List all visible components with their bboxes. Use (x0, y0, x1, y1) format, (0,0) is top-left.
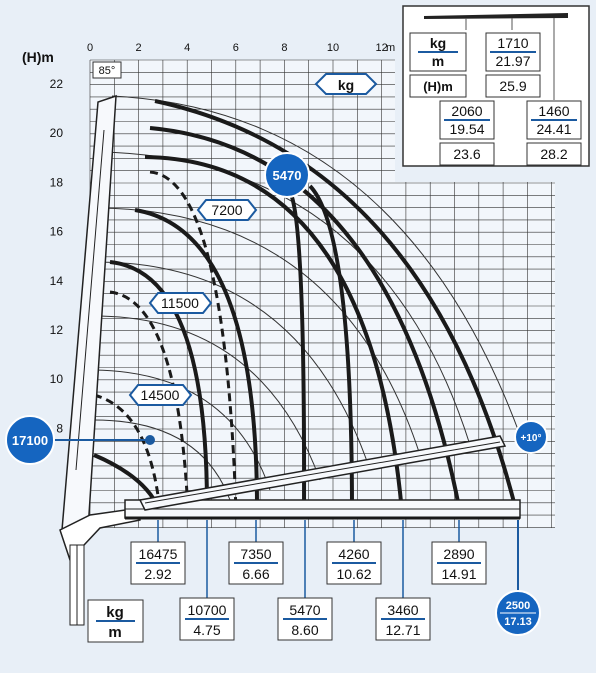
inset-kg: kg (430, 35, 446, 51)
crane-boom (59, 94, 141, 626)
badge-5470-text: 5470 (273, 168, 302, 183)
load-box: 2890 14.91 (431, 541, 487, 585)
inset-top-height: 25.9 (499, 78, 526, 94)
load-curves (93, 99, 520, 519)
y-axis-unit: (H)m (22, 49, 54, 65)
reach-value: 10.62 (336, 566, 371, 582)
load-box: 4260 10.62 (326, 541, 382, 585)
y-tick-label: 12 (50, 323, 64, 337)
inset-m: m (432, 53, 444, 69)
inset-panel: kg m (H)m 1710 21.97 25.9 2060 19.54 23.… (402, 5, 590, 167)
x-tick-label: 2 (136, 42, 142, 54)
load-value: 4260 (338, 546, 369, 562)
y-tick-label: 8 (56, 421, 63, 435)
inset-top-reach: 21.97 (495, 53, 530, 69)
y-tick-label: 16 (50, 225, 64, 239)
inset-h: (H)m (423, 79, 453, 94)
badge-17100 (5, 415, 55, 465)
inset-right-reach: 24.41 (536, 121, 571, 137)
y-tick-label: 18 (50, 175, 64, 189)
inset-boom-icon (424, 13, 568, 19)
x-tick-label: 6 (233, 42, 239, 54)
label-7200: 7200 (196, 199, 258, 221)
inset-right-load: 1460 (538, 103, 569, 119)
kg-unit-text: kg (338, 77, 354, 93)
inset-left-load: 2060 (451, 103, 482, 119)
curve-5470 (288, 191, 307, 513)
inset-top-load: 1710 (497, 35, 528, 51)
y-tick-label: 22 (50, 77, 64, 91)
x-tick-label: 12 (375, 42, 387, 54)
inset-left-reach: 19.54 (449, 121, 484, 137)
x-tick-label: 8 (281, 42, 287, 54)
load-value: 16475 (139, 546, 178, 562)
load-value: 5470 (289, 602, 320, 618)
dashed-curves (93, 170, 238, 513)
badge-plus10 (514, 420, 548, 454)
bottom-load-boxes: 16475 2.92 10700 4.75 7350 6.66 5470 8.60 4260 10… (130, 541, 487, 641)
badge-2500-reach: 17.13 (504, 616, 532, 628)
curve-7350 (134, 208, 260, 513)
point-17100 (145, 435, 155, 445)
legend-kg: kg (106, 604, 124, 621)
reach-value: 14.91 (441, 566, 476, 582)
badge-2500-load: 2500 (506, 600, 530, 612)
curve-2500 (154, 99, 520, 519)
label-11500-text: 11500 (161, 295, 199, 311)
load-value: 2890 (443, 546, 474, 562)
curve-10700 (109, 260, 210, 513)
x-tick-label: 0 (87, 42, 93, 54)
inset-right-height: 28.2 (540, 146, 567, 162)
curve-3460 (144, 155, 404, 513)
legend-kg-m: kg m (87, 599, 144, 643)
label-11500: 11500 (148, 292, 213, 314)
badge-17100-text: 17100 (12, 433, 48, 448)
label-7200-text: 7200 (211, 202, 242, 218)
y-tick-label: 14 (50, 274, 64, 288)
legend-m: m (108, 624, 121, 641)
reach-value: 8.60 (291, 622, 318, 638)
label-14500-text: 14500 (141, 387, 180, 403)
load-box: 3460 12.71 (375, 597, 431, 641)
inset-left-height: 23.6 (453, 146, 480, 162)
dashed-14500 (93, 393, 162, 513)
reach-value: 6.66 (242, 566, 269, 582)
load-box: 10700 4.75 (179, 597, 235, 641)
x-tick-label: 4 (184, 42, 190, 54)
load-value: 10700 (188, 602, 227, 618)
angle-label: 85° (99, 65, 116, 77)
x-ticks: 0 2 4 6 8 10 12 (87, 42, 388, 54)
curve-4260 (308, 184, 354, 513)
badge-5470 (264, 152, 310, 198)
x-axis-unit: m (386, 42, 395, 54)
bottom-leaders (157, 520, 460, 598)
load-value: 3460 (387, 602, 418, 618)
kg-unit-badge: kg (314, 73, 378, 95)
reach-value: 12.71 (385, 622, 420, 638)
y-ticks: 8 10 12 14 16 18 20 22 (50, 77, 64, 435)
curve-2890 (149, 126, 462, 513)
y-tick-label: 10 (50, 372, 64, 386)
dashed-11500 (109, 290, 190, 513)
load-value: 7350 (240, 546, 271, 562)
x-tick-label: 10 (327, 42, 339, 54)
reach-value: 2.92 (144, 566, 171, 582)
dashed-7200 (149, 170, 238, 513)
extended-boom (124, 435, 521, 519)
reach-value: 4.75 (193, 622, 220, 638)
load-box: 7350 6.66 (228, 541, 284, 585)
label-14500: 14500 (128, 384, 193, 406)
load-box: 16475 2.92 (130, 541, 186, 585)
y-tick-label: 20 (50, 126, 64, 140)
load-box: 5470 8.60 (277, 597, 333, 641)
badge-plus10-text: +10° (521, 433, 542, 444)
angle-box (92, 61, 122, 79)
